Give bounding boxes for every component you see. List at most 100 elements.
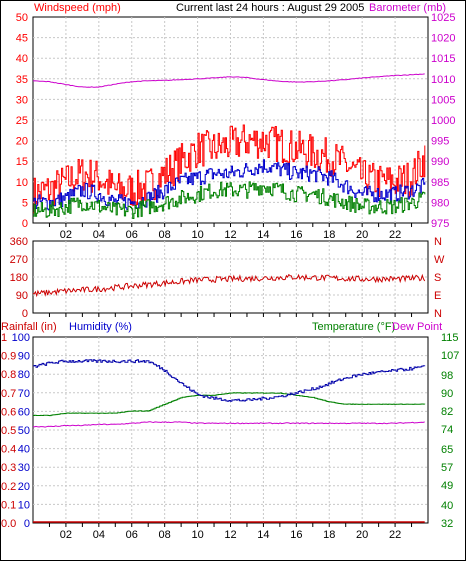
direction-compass-label: W <box>434 254 445 266</box>
wind-x-tick-label: 16 <box>290 229 302 241</box>
direction-y-tick-label: 360 <box>10 236 28 248</box>
windspeed-axis-label: Windspeed (mph) <box>34 2 121 14</box>
direction-y-tick-label: 180 <box>10 272 28 284</box>
barometer-y-tick-label: 1010 <box>431 74 455 86</box>
wind-x-tick-label: 04 <box>93 229 105 241</box>
rainfall-y-tick-label: 0.3 <box>1 462 16 474</box>
direction-y-tick-label: 0 <box>22 308 28 320</box>
barometer-y-tick-label: 1000 <box>431 115 455 127</box>
humidity-y-tick-label: 0 <box>24 518 30 530</box>
rainfall-y-tick-label: 0.4 <box>1 444 16 456</box>
temperature-y-tick-label: 90 <box>441 388 453 400</box>
humidity-x-tick-label: 18 <box>323 529 335 541</box>
rainfall-y-tick-label: 0.7 <box>1 388 16 400</box>
wind-x-tick-label: 06 <box>126 229 138 241</box>
wind-average-series <box>33 159 426 211</box>
humidity-x-tick-label: 22 <box>389 529 401 541</box>
wind-x-tick-label: 08 <box>159 229 171 241</box>
barometer-y-tick-label: 1025 <box>431 12 455 24</box>
barometer-y-tick-label: 980 <box>431 197 449 209</box>
rainfall-y-tick-label: 0.2 <box>1 481 16 493</box>
wind-low-series <box>33 181 426 219</box>
temperature-y-tick-label: 49 <box>441 480 453 492</box>
direction-compass-label: S <box>434 272 441 284</box>
temperature-y-tick-label: 98 <box>441 370 453 382</box>
wind-gust-series <box>33 124 426 214</box>
wind-y-tick-label: 50 <box>16 12 28 24</box>
rainfall-y-tick-label: 0.6 <box>1 406 16 418</box>
humidity-y-tick-label: 90 <box>18 351 30 363</box>
humidity-y-tick-label: 10 <box>18 499 30 511</box>
barometer-y-tick-label: 985 <box>431 177 449 189</box>
humidity-y-tick-label: 20 <box>18 481 30 493</box>
humidity-x-tick-label: 06 <box>126 529 138 541</box>
direction-y-tick-label: 270 <box>10 254 28 266</box>
temperature-y-tick-label: 40 <box>441 500 453 512</box>
wind-direction-series <box>32 273 426 298</box>
wind-x-tick-label: 22 <box>389 229 401 241</box>
temperature-axis-label: Temperature (°F) <box>312 321 395 333</box>
wind-y-tick-label: 10 <box>16 177 28 189</box>
humidity-axis-label: Humidity (%) <box>69 321 132 333</box>
temperature-y-tick-label: 57 <box>441 462 453 474</box>
barometer-y-tick-label: 995 <box>431 136 449 148</box>
wind-y-tick-label: 25 <box>16 115 28 127</box>
humidity-y-tick-label: 100 <box>12 332 30 344</box>
direction-frame <box>32 240 429 317</box>
temperature-y-tick-label: 115 <box>441 332 459 344</box>
wind-x-tick-label: 02 <box>60 229 72 241</box>
humidity-x-tick-label: 14 <box>257 529 269 541</box>
wind-x-tick-label: 12 <box>224 229 236 241</box>
humidity-series <box>33 359 426 402</box>
humidity-y-tick-label: 30 <box>18 462 30 474</box>
barometer-y-tick-label: 990 <box>431 156 449 168</box>
humidity-x-tick-label: 10 <box>191 529 203 541</box>
temperature-y-tick-label: 74 <box>441 424 453 436</box>
humidity-x-tick-label: 20 <box>356 529 368 541</box>
humidity-x-tick-label: 02 <box>60 529 72 541</box>
dew-point-axis-label: Dew Point <box>392 321 442 333</box>
humidity-y-tick-label: 60 <box>18 406 30 418</box>
wind-x-tick-label: 20 <box>356 229 368 241</box>
humidity-y-tick-label: 40 <box>18 444 30 456</box>
wind-y-tick-label: 5 <box>22 197 28 209</box>
wind-y-tick-label: 0 <box>22 218 28 230</box>
barometer-y-tick-label: 975 <box>431 218 449 230</box>
humidity-x-tick-label: 12 <box>224 529 236 541</box>
barometer-y-tick-label: 1005 <box>431 94 455 106</box>
wind-y-tick-label: 40 <box>16 53 28 65</box>
wind-x-tick-label: 14 <box>257 229 269 241</box>
wind-x-tick-label: 10 <box>191 229 203 241</box>
temperature-series <box>33 392 426 417</box>
wind-y-tick-label: 35 <box>16 74 28 86</box>
temperature-y-tick-label: 107 <box>441 350 459 362</box>
wind-y-tick-label: 20 <box>16 136 28 148</box>
humidity-x-tick-label: 08 <box>159 529 171 541</box>
dew-point-series <box>32 421 425 428</box>
wind-y-tick-label: 30 <box>16 94 28 106</box>
direction-compass-label: E <box>434 290 441 302</box>
rainfall-axis-label: Rainfall (in) <box>1 321 57 333</box>
wind-frame <box>32 16 429 227</box>
barometer-y-tick-label: 1015 <box>431 53 455 65</box>
barometer-axis-label: Barometer (mb) <box>369 2 446 14</box>
direction-compass-label: N <box>434 308 442 320</box>
wind-y-tick-label: 45 <box>16 33 28 45</box>
direction-compass-label: N <box>434 236 442 248</box>
humidity-y-tick-label: 50 <box>18 425 30 437</box>
humidity-x-tick-label: 04 <box>93 529 105 541</box>
humidity-y-tick-label: 70 <box>18 388 30 400</box>
humidity-frame <box>32 336 429 527</box>
barometer-series <box>32 73 425 88</box>
temperature-y-tick-label: 65 <box>441 444 453 456</box>
chart-panels: 0510152025303540455097598098599099510001… <box>1 12 459 541</box>
rainfall-y-tick-label: 0.0 <box>1 518 16 530</box>
humidity-x-tick-label: 16 <box>290 529 302 541</box>
humidity-y-tick-label: 80 <box>18 369 30 381</box>
rainfall-y-tick-label: 0.8 <box>1 369 16 381</box>
wind-x-tick-label: 18 <box>323 229 335 241</box>
direction-y-tick-label: 90 <box>16 290 28 302</box>
wind-y-tick-label: 15 <box>16 156 28 168</box>
rainfall-y-tick-label: 0.5 <box>1 425 16 437</box>
